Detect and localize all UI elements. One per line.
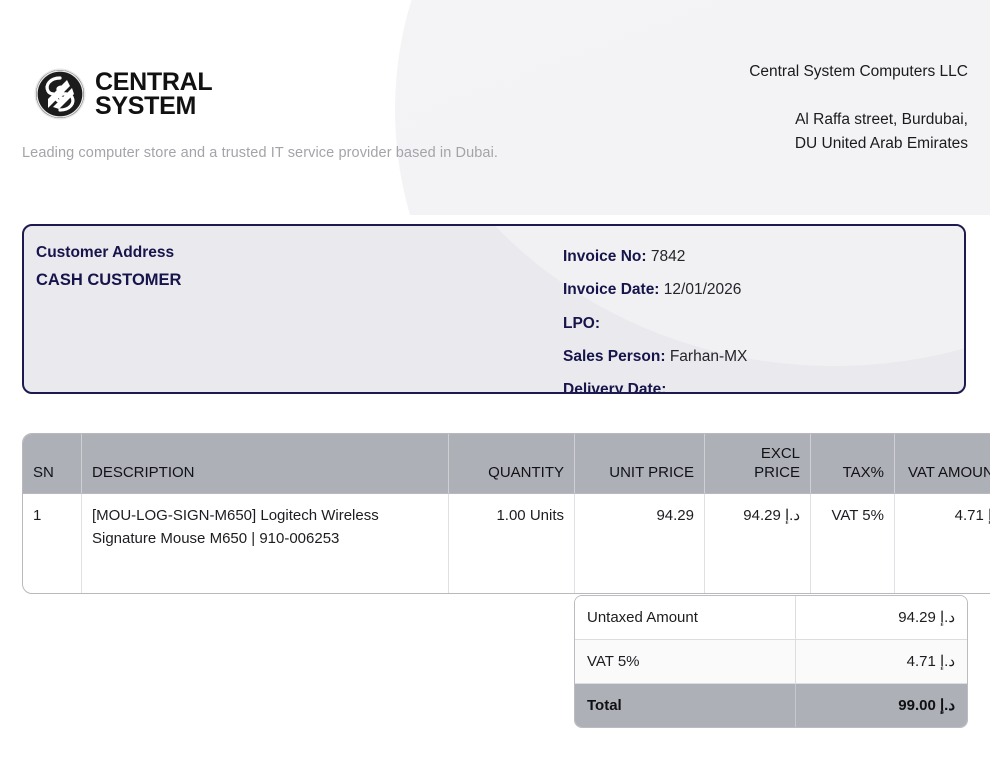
totals-table: Untaxed Amount 94.29 د.إ VAT 5% 4.71 د.إ… bbox=[574, 595, 968, 728]
cell-excl-price: 94.29 د.إ bbox=[705, 494, 811, 594]
totals-section: Untaxed Amount 94.29 د.إ VAT 5% 4.71 د.إ… bbox=[574, 595, 968, 728]
cell-unit-price: 94.29 bbox=[575, 494, 705, 594]
sales-person-value: Farhan-MX bbox=[669, 347, 748, 365]
invoice-date-label: Invoice Date: bbox=[563, 281, 660, 299]
line-items-header-row: SN DESCRIPTION QUANTITY UNIT PRICE EXCL … bbox=[23, 434, 990, 495]
totals-row-untaxed: Untaxed Amount 94.29 د.إ bbox=[575, 596, 967, 640]
column-header-description: DESCRIPTION bbox=[82, 434, 449, 495]
invoice-header: CENTRAL SYSTEM Leading computer store an… bbox=[0, 0, 990, 215]
delivery-date-label: Delivery Date: bbox=[563, 381, 667, 394]
sales-person-row: Sales Person: Farhan-MX bbox=[563, 340, 964, 373]
sales-person-label: Sales Person: bbox=[563, 347, 666, 365]
invoice-no-label: Invoice No: bbox=[563, 248, 647, 265]
customer-address-label: Customer Address bbox=[36, 244, 175, 261]
total-value: 99.00 د.إ bbox=[796, 684, 967, 727]
invoice-date-value: 12/01/2026 bbox=[663, 281, 742, 299]
cell-tax-percent: VAT 5% bbox=[811, 494, 895, 594]
logo-wordmark: CENTRAL SYSTEM bbox=[95, 68, 213, 120]
line-items-header: SN DESCRIPTION QUANTITY UNIT PRICE EXCL … bbox=[23, 434, 990, 495]
company-contact-block: Central System Computers LLC Al Raffa st… bbox=[749, 63, 968, 156]
line-items-section: SN DESCRIPTION QUANTITY UNIT PRICE EXCL … bbox=[22, 433, 990, 595]
vat-label: VAT 5% bbox=[575, 640, 796, 684]
invoice-no-row: Invoice No: 7842 bbox=[563, 240, 964, 273]
cell-quantity: 1.00 Units bbox=[449, 494, 575, 594]
cell-vat-amount: 4.71 د.إ bbox=[895, 494, 990, 593]
vat-value: 4.71 د.إ bbox=[796, 640, 967, 684]
company-logo: CENTRAL SYSTEM bbox=[36, 68, 213, 120]
column-header-sn: SN bbox=[23, 434, 82, 495]
totals-row-total: Total 99.00 د.إ bbox=[575, 684, 967, 727]
company-legal-name: Central System Computers LLC bbox=[749, 63, 968, 80]
column-header-unit-price: UNIT PRICE bbox=[575, 434, 705, 495]
lpo-label: LPO: bbox=[563, 314, 601, 332]
totals-row-vat: VAT 5% 4.71 د.إ bbox=[575, 640, 967, 684]
untaxed-amount-value: 94.29 د.إ bbox=[796, 596, 967, 640]
column-header-tax-percent: TAX% bbox=[811, 434, 895, 495]
invoice-date-row: Invoice Date: 12/01/2026 bbox=[563, 273, 964, 306]
delivery-date-row: Delivery Date: bbox=[563, 373, 964, 394]
company-address-line-1: Al Raffa street, Burdubai, bbox=[795, 111, 968, 128]
cell-sn: 1 bbox=[23, 494, 82, 594]
invoice-info-box: Customer Address CASH CUSTOMER Invoice N… bbox=[22, 224, 966, 394]
customer-address-block: Customer Address CASH CUSTOMER bbox=[24, 240, 549, 392]
invoice-no-value: 7842 bbox=[650, 248, 686, 265]
cell-description: [MOU-LOG-SIGN-M650] Logitech Wireless Si… bbox=[82, 494, 449, 594]
column-header-vat-amount: VAT AMOUNT bbox=[895, 434, 990, 495]
untaxed-amount-label: Untaxed Amount bbox=[575, 596, 796, 640]
total-label: Total bbox=[575, 684, 796, 727]
invoice-meta-block: Invoice No: 7842 Invoice Date: 12/01/202… bbox=[549, 240, 964, 392]
lpo-row: LPO: bbox=[563, 307, 964, 340]
company-tagline: Leading computer store and a trusted IT … bbox=[22, 145, 499, 161]
customer-name: CASH CUSTOMER bbox=[36, 270, 182, 289]
central-system-circular-logo-icon bbox=[36, 70, 84, 118]
line-items-table: SN DESCRIPTION QUANTITY UNIT PRICE EXCL … bbox=[22, 433, 990, 595]
table-row: 1 [MOU-LOG-SIGN-M650] Logitech Wireless … bbox=[23, 494, 990, 594]
column-header-quantity: QUANTITY bbox=[449, 434, 575, 495]
logo-wordmark-line2: SYSTEM bbox=[95, 92, 196, 120]
company-address-line-2: DU United Arab Emirates bbox=[794, 135, 968, 153]
logo-wordmark-line1: CENTRAL bbox=[95, 68, 213, 96]
column-header-excl-price: EXCL PRICE bbox=[705, 434, 811, 495]
line-items-body: 1 [MOU-LOG-SIGN-M650] Logitech Wireless … bbox=[23, 494, 990, 594]
